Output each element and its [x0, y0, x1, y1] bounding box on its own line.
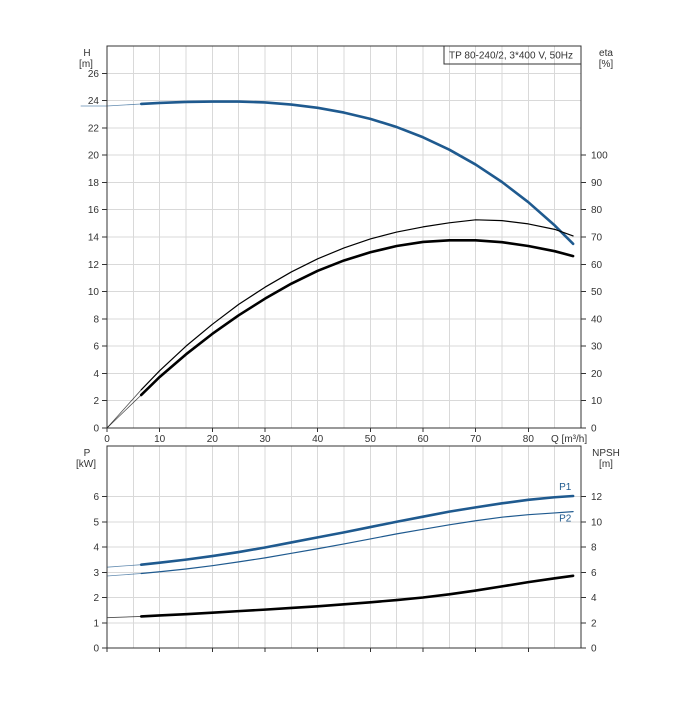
left-axis-unit: [kW]	[76, 459, 96, 470]
right-tick-label: 80	[591, 205, 603, 216]
series-extension-line	[106, 573, 142, 577]
series-line-p1	[139, 494, 575, 566]
series-label-p2: P2	[559, 514, 572, 525]
left-tick-label: 2	[93, 396, 99, 407]
x-tick-label: 60	[417, 434, 429, 445]
left-tick-label: 20	[88, 151, 100, 162]
right-tick-label: 0	[591, 644, 597, 655]
right-tick-label: 40	[591, 314, 603, 325]
right-axis-label: NPSH	[592, 448, 620, 459]
right-axis-label: eta	[599, 48, 613, 59]
left-tick-label: 4	[93, 369, 99, 380]
right-axis-unit: [m]	[599, 459, 613, 470]
series-extension-line	[106, 616, 142, 619]
right-tick-label: 8	[591, 543, 597, 554]
series-line-p2	[140, 511, 574, 575]
right-tick-label: 2	[591, 618, 597, 629]
left-tick-label: 4	[93, 543, 99, 554]
right-tick-label: 10	[591, 396, 603, 407]
series-line-0-2	[139, 238, 575, 397]
right-tick-label: 20	[591, 369, 603, 380]
title-box	[443, 45, 582, 65]
left-tick-label: 2	[93, 593, 99, 604]
right-tick-label: 60	[591, 260, 603, 271]
x-tick-label: 20	[207, 434, 219, 445]
right-axis-unit: [%]	[599, 59, 614, 70]
right-tick-label: 12	[591, 492, 603, 503]
x-tick-label: 40	[312, 434, 324, 445]
left-tick-label: 24	[88, 96, 100, 107]
series-extension-line	[106, 389, 142, 429]
x-tick-label: 50	[365, 434, 377, 445]
right-tick-label: 10	[591, 517, 603, 528]
left-tick-label: 26	[88, 69, 100, 80]
right-tick-label: 30	[591, 342, 603, 353]
right-tick-label: 4	[591, 593, 597, 604]
left-tick-label: 18	[88, 178, 100, 189]
right-tick-label: 6	[591, 568, 597, 579]
right-tick-label: 90	[591, 178, 603, 189]
left-tick-label: 14	[88, 233, 100, 244]
left-axis-label: P	[84, 448, 91, 459]
x-tick-label: 0	[104, 434, 110, 445]
right-tick-label: 100	[591, 151, 608, 162]
left-tick-label: 12	[88, 260, 100, 271]
left-tick-label: 22	[88, 123, 100, 134]
series-line-0-0	[139, 100, 575, 246]
chart-title: TP 80-240/2, 3*400 V, 50Hz	[449, 51, 573, 62]
left-tick-label: 10	[88, 287, 100, 298]
x-tick-label: 10	[154, 434, 166, 445]
x-tick-label: 30	[259, 434, 271, 445]
series-label-p1: P1	[559, 482, 572, 493]
right-tick-label: 0	[591, 424, 597, 435]
series-line-0-1	[140, 219, 574, 391]
left-tick-label: 1	[93, 618, 99, 629]
left-tick-label: 16	[88, 205, 100, 216]
left-tick-label: 3	[93, 568, 99, 579]
x-tick-label: 80	[523, 434, 535, 445]
x-tick-label: 70	[470, 434, 482, 445]
series-line-1-2	[139, 574, 575, 618]
x-axis-label: Q [m³/h]	[551, 434, 587, 445]
left-tick-label: 5	[93, 517, 99, 528]
left-tick-label: 6	[93, 492, 99, 503]
left-tick-label: 6	[93, 342, 99, 353]
left-tick-label: 0	[93, 644, 99, 655]
left-tick-label: 8	[93, 314, 99, 325]
right-tick-label: 50	[591, 287, 603, 298]
series-extension-line	[106, 394, 142, 429]
left-axis-label: H	[83, 48, 90, 59]
right-tick-label: 70	[591, 233, 603, 244]
left-tick-label: 0	[93, 424, 99, 435]
series-extension-line	[106, 564, 142, 568]
left-axis-unit: [m]	[79, 59, 93, 70]
